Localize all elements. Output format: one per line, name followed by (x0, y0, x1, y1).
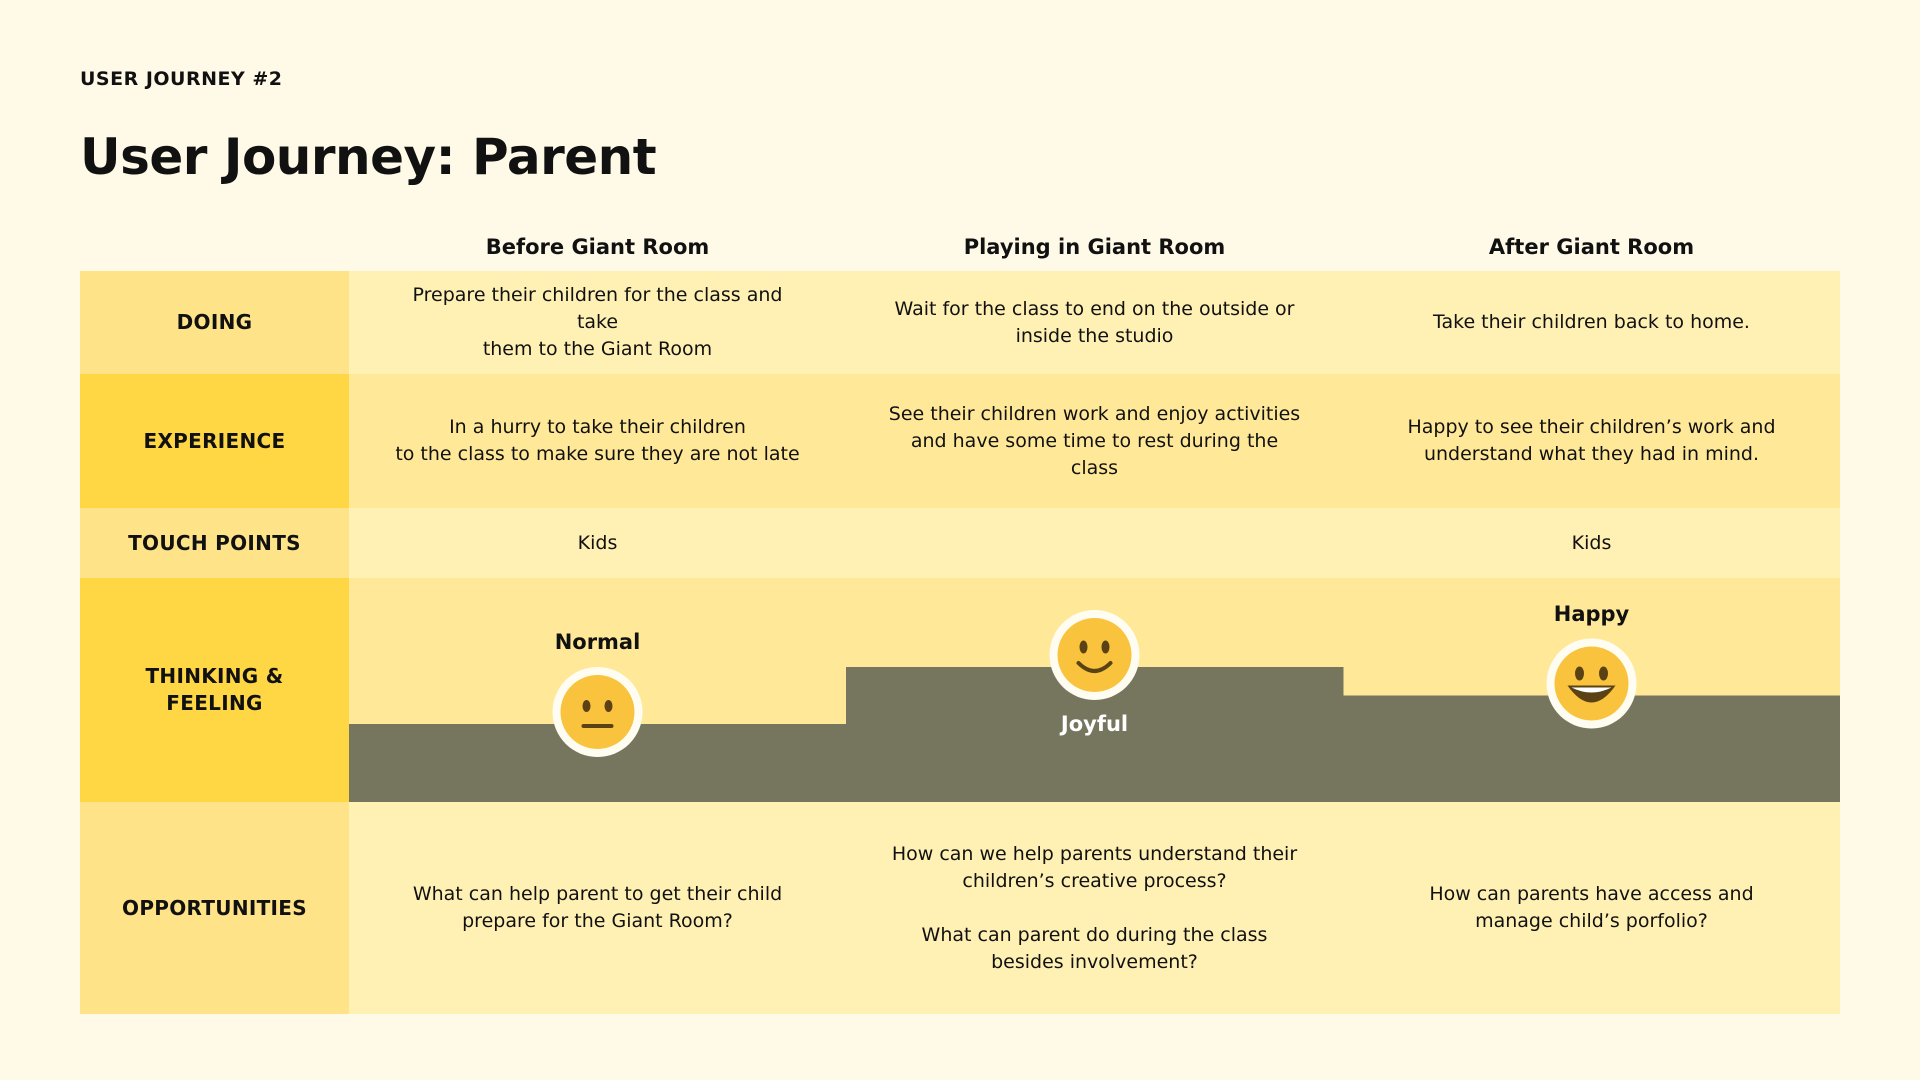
touch-points-cell-playing (846, 508, 1343, 578)
experience-cell-after: Happy to see their children’s work and u… (1407, 416, 1776, 465)
face-eye (604, 700, 613, 712)
smiling-face-icon (1049, 610, 1140, 700)
emotion-curve (349, 610, 1840, 802)
emotion-label-normal: Normal (554, 630, 641, 654)
face-disc (1057, 618, 1132, 692)
emotion-label-joyful: Joyful (1060, 712, 1129, 736)
journey-grid: DOING Prepare their children for the cla… (80, 271, 1840, 1014)
stage-headers: Before Giant Room Playing in Giant Room … (349, 226, 1840, 268)
face-disc (1554, 646, 1629, 721)
opportunities-cell-before: What can help parent to get their child … (412, 883, 783, 932)
row-label-experience: EXPERIENCE (80, 374, 349, 508)
emotion-curve-area: Normal Joyful Happy (349, 578, 1840, 802)
face-mouth (581, 724, 614, 728)
row-thinking-feeling: THINKING & FEELING Normal Joyful Happy (80, 578, 1840, 802)
face-eye (1101, 640, 1110, 654)
row-label-touch-points: TOUCH POINTS (80, 508, 349, 578)
opportunities-cell-after: How can parents have access and manage c… (1429, 883, 1754, 932)
face-eye (1575, 666, 1584, 681)
opportunities-cell-playing: How can we help parents understand their… (891, 842, 1298, 973)
face-eye (1079, 640, 1088, 654)
doing-cell-after: Take their children back to home. (1433, 311, 1750, 333)
stage-header-before: Before Giant Room (485, 235, 710, 259)
face-eye (1599, 666, 1608, 681)
neutral-face-icon (552, 667, 643, 757)
row-doing: DOING Prepare their children for the cla… (80, 271, 1840, 374)
emotion-label-happy: Happy (1553, 601, 1630, 626)
face-teeth (1571, 687, 1612, 693)
row-body-doing: Prepare their children for the class and… (349, 271, 1840, 374)
touch-points-cell-before: Kids (577, 531, 618, 554)
row-body-opportunities: What can help parent to get their child … (349, 802, 1840, 1014)
row-body-touch-points: Kids Kids (349, 508, 1840, 578)
doing-cell-before: Prepare their children for the class and… (412, 284, 783, 360)
experience-cell-before: In a hurry to take their children to the… (395, 416, 800, 465)
stage-header-after: After Giant Room (1488, 235, 1695, 259)
row-label-opportunities: OPPORTUNITIES (80, 802, 349, 1014)
row-experience: EXPERIENCE In a hurry to take their chil… (80, 374, 1840, 508)
row-touch-points: TOUCH POINTS Kids Kids (80, 508, 1840, 578)
row-body-experience: In a hurry to take their children to the… (349, 374, 1840, 508)
touch-points-cell-after: Kids (1571, 531, 1612, 554)
page-title: User Journey: Parent (80, 128, 657, 186)
face-mouth (1076, 661, 1113, 673)
experience-cell-playing: See their children work and enjoy activi… (888, 402, 1301, 479)
face-disc (560, 675, 635, 749)
section-eyebrow: USER JOURNEY #2 (80, 68, 283, 90)
stage-header-playing: Playing in Giant Room (963, 235, 1226, 259)
row-opportunities: OPPORTUNITIES What can help parent to ge… (80, 802, 1840, 1014)
grinning-face-icon (1546, 638, 1637, 729)
row-label-thinking-feeling: THINKING & FEELING (80, 578, 349, 802)
row-label-doing: DOING (80, 271, 349, 374)
face-eye (582, 700, 591, 712)
doing-cell-playing: Wait for the class to end on the outside… (894, 297, 1295, 347)
